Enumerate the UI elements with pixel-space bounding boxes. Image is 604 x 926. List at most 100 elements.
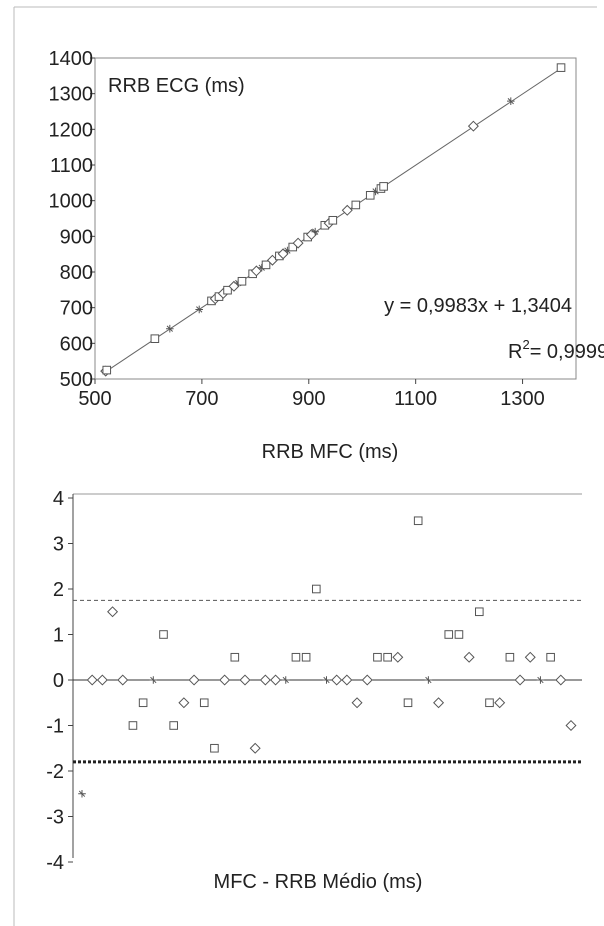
difference-point-diamond [259, 674, 271, 686]
x-tick-label: 1300 [500, 388, 545, 410]
difference-point-square [505, 652, 515, 662]
r-squared-label: R2= 0,9999 [508, 337, 604, 363]
difference-point-diamond [351, 697, 363, 709]
difference-point-square [312, 584, 321, 594]
data-point-square [328, 215, 338, 225]
difference-point-diamond [392, 651, 404, 663]
difference-point-square [199, 698, 209, 708]
r-squared-value: = 0,9999 [530, 341, 604, 363]
difference-point-square [210, 743, 219, 753]
data-point-square [237, 276, 247, 286]
y-tick-label: 1400 [49, 48, 94, 70]
difference-point-square [138, 698, 148, 708]
difference-point-diamond [86, 674, 98, 686]
difference-point-square [373, 652, 382, 662]
difference-point-diamond [117, 674, 129, 686]
data-points [100, 63, 566, 377]
difference-point-square [454, 630, 464, 639]
data-point-diamond [277, 248, 289, 260]
data-point-cross [311, 227, 319, 236]
data-points [78, 516, 577, 798]
difference-point-diamond [433, 697, 445, 709]
plot-area-frame [94, 57, 577, 380]
y-tick-label: 700 [60, 298, 93, 320]
difference-point-cross [281, 676, 290, 684]
data-point-square [379, 182, 388, 191]
y-tick-label: 3 [53, 534, 64, 556]
y-tick-label: 4 [53, 488, 64, 510]
difference-point-cross [424, 676, 433, 684]
difference-point-diamond [555, 674, 567, 686]
difference-point-diamond [361, 674, 373, 686]
difference-point-diamond [331, 674, 343, 686]
y-tick-label: 600 [60, 333, 93, 355]
difference-point-square [403, 698, 413, 708]
difference-point-cross [536, 676, 545, 684]
data-point-cross [506, 97, 515, 105]
difference-point-square [383, 652, 392, 662]
difference-point-square [291, 652, 301, 662]
data-point-diamond [250, 265, 262, 277]
x-axis-ticks: 500 700 900 1100 1300 [78, 379, 545, 410]
difference-point-cross [322, 676, 331, 684]
y-tick-label: -1 [46, 716, 64, 738]
difference-point-diamond [270, 674, 282, 686]
data-point-square [150, 334, 160, 343]
difference-point-diamond [96, 674, 108, 686]
difference-point-diamond [463, 651, 475, 663]
y-tick-label: 1000 [49, 191, 94, 213]
data-point-cross [195, 305, 204, 314]
difference-point-diamond [514, 674, 526, 686]
data-point-square [102, 365, 112, 375]
difference-point-diamond [494, 697, 506, 709]
difference-point-square [169, 721, 178, 730]
y-tick-label: 1300 [49, 84, 94, 106]
y-tick-label: 1 [53, 625, 64, 647]
inner-axis-label: RRB ECG (ms) [108, 75, 245, 97]
difference-point-diamond [188, 674, 200, 686]
data-point-diamond [292, 237, 304, 249]
x-tick-label: 700 [185, 388, 218, 410]
difference-point-square [159, 630, 168, 639]
plot-area-border [94, 57, 577, 380]
data-point-diamond [467, 120, 479, 132]
difference-point-square [230, 652, 240, 662]
difference-point-diamond [341, 674, 353, 686]
y-tick-label: 900 [60, 226, 93, 248]
y-tick-label: 800 [60, 262, 93, 284]
difference-point-diamond [565, 719, 577, 732]
difference-point-square [485, 698, 494, 708]
y-axis-ticks: 500 600 700 800 900 1000 1100 1200 1300 1400 [49, 48, 95, 391]
y-tick-label: 500 [60, 369, 93, 391]
y-tick-label: 2 [53, 579, 64, 601]
difference-point-diamond [239, 674, 251, 686]
difference-point-square [128, 721, 138, 730]
data-point-square [365, 191, 375, 200]
difference-point-square [444, 630, 454, 639]
bland-altman-chart: -4 -3 -2 -1 0 1 2 3 4 MFC - RRB Médio (ms) [46, 488, 582, 893]
regression-scatter-chart: 500 600 700 800 900 1000 1100 1200 1300 1400 500 7… [49, 48, 604, 463]
y-tick-label: 0 [53, 670, 64, 692]
data-point-square [223, 285, 232, 295]
data-point-diamond [228, 280, 240, 292]
x-axis-title: MFC - RRB Médio (ms) [214, 871, 423, 893]
difference-point-square [546, 652, 555, 662]
difference-point-square [475, 607, 484, 617]
difference-point-diamond [178, 697, 190, 709]
y-axis-ticks: -4 -3 -2 -1 0 1 2 3 4 [46, 488, 73, 874]
difference-point-cross [78, 789, 86, 798]
difference-point-diamond [249, 742, 261, 754]
x-tick-label: 1100 [394, 388, 437, 410]
r-squared-symbol: R [508, 341, 522, 363]
difference-point-square [413, 516, 423, 526]
data-point-cross [166, 324, 174, 333]
x-tick-label: 900 [292, 388, 325, 410]
r-squared-superscript: 2 [522, 337, 529, 352]
x-tick-label: 500 [78, 388, 111, 410]
difference-point-cross [149, 676, 158, 684]
y-tick-label: -3 [46, 807, 64, 829]
difference-point-diamond [219, 674, 231, 686]
data-point-square [261, 260, 271, 270]
data-point-diamond [341, 204, 353, 216]
